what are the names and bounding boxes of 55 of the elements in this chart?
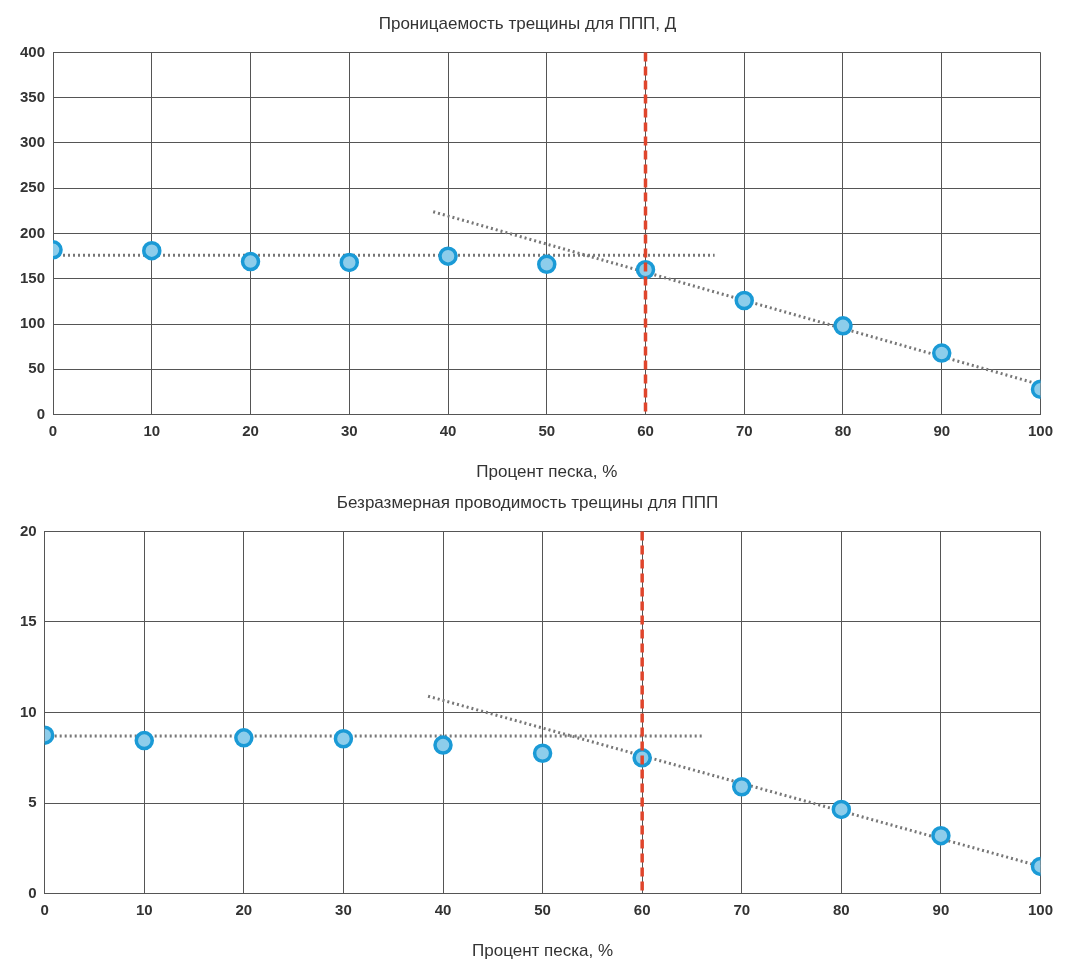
x-tick-label: 20 <box>235 900 253 918</box>
y-tick-label: 150 <box>20 268 46 286</box>
point <box>732 777 752 797</box>
y-tick-label: 15 <box>20 612 37 630</box>
point <box>142 240 162 261</box>
point <box>734 290 754 311</box>
y-tick-label: 0 <box>36 404 46 422</box>
x-tick-label: 30 <box>340 421 358 439</box>
point <box>931 343 952 363</box>
point <box>339 252 360 273</box>
x-tick-label: 90 <box>932 900 950 918</box>
x-tick-label: 60 <box>633 900 651 918</box>
x-tick-label: 90 <box>933 421 951 439</box>
y-tick-label: 300 <box>20 133 46 151</box>
point <box>438 246 458 266</box>
x-tick-label: 80 <box>834 421 852 439</box>
x-tick-label: 70 <box>733 900 751 918</box>
x-tick-label: 10 <box>135 900 153 918</box>
x-tick-label: 70 <box>735 421 753 439</box>
y-tick-label: 10 <box>20 702 37 720</box>
chart-title: Безразмерная проводимость трещины для ППП <box>336 492 719 512</box>
y-tick-label: 0 <box>28 883 37 901</box>
y-tick-label: 20 <box>20 521 37 539</box>
y-tick-label: 100 <box>20 314 46 332</box>
y-tick-label: 400 <box>20 42 46 60</box>
point <box>833 316 853 336</box>
y-tick-label: 200 <box>20 223 46 241</box>
point <box>134 730 155 751</box>
x-axis-title: Процент песка, % <box>476 462 618 482</box>
x-tick-label: 50 <box>538 421 556 439</box>
x-tick-label: 10 <box>143 421 161 439</box>
point <box>532 743 553 763</box>
point <box>537 254 557 275</box>
point <box>333 729 354 749</box>
point <box>234 728 254 748</box>
y-tick-label: 50 <box>28 359 46 377</box>
x-tick-label: 40 <box>439 421 457 439</box>
point <box>433 735 453 755</box>
point <box>831 799 852 820</box>
point <box>240 251 261 272</box>
point <box>931 825 951 846</box>
x-tick-label: 30 <box>335 900 352 918</box>
x-tick-label: 100 <box>1027 421 1053 439</box>
chart-title: Проницаемость трещины для ППП, Д <box>378 13 677 33</box>
x-axis-title: Процент песка, % <box>472 941 614 961</box>
y-tick-label: 250 <box>20 178 46 196</box>
y-tick-label: 350 <box>20 87 46 105</box>
x-tick-label: 20 <box>242 421 259 439</box>
x-tick-label: 0 <box>48 421 58 439</box>
y-tick-label: 5 <box>28 793 37 811</box>
x-tick-label: 40 <box>434 900 452 918</box>
x-tick-label: 80 <box>832 900 850 918</box>
x-tick-label: 50 <box>534 900 551 918</box>
x-tick-label: 60 <box>637 421 654 439</box>
x-tick-label: 100 <box>1027 900 1053 918</box>
